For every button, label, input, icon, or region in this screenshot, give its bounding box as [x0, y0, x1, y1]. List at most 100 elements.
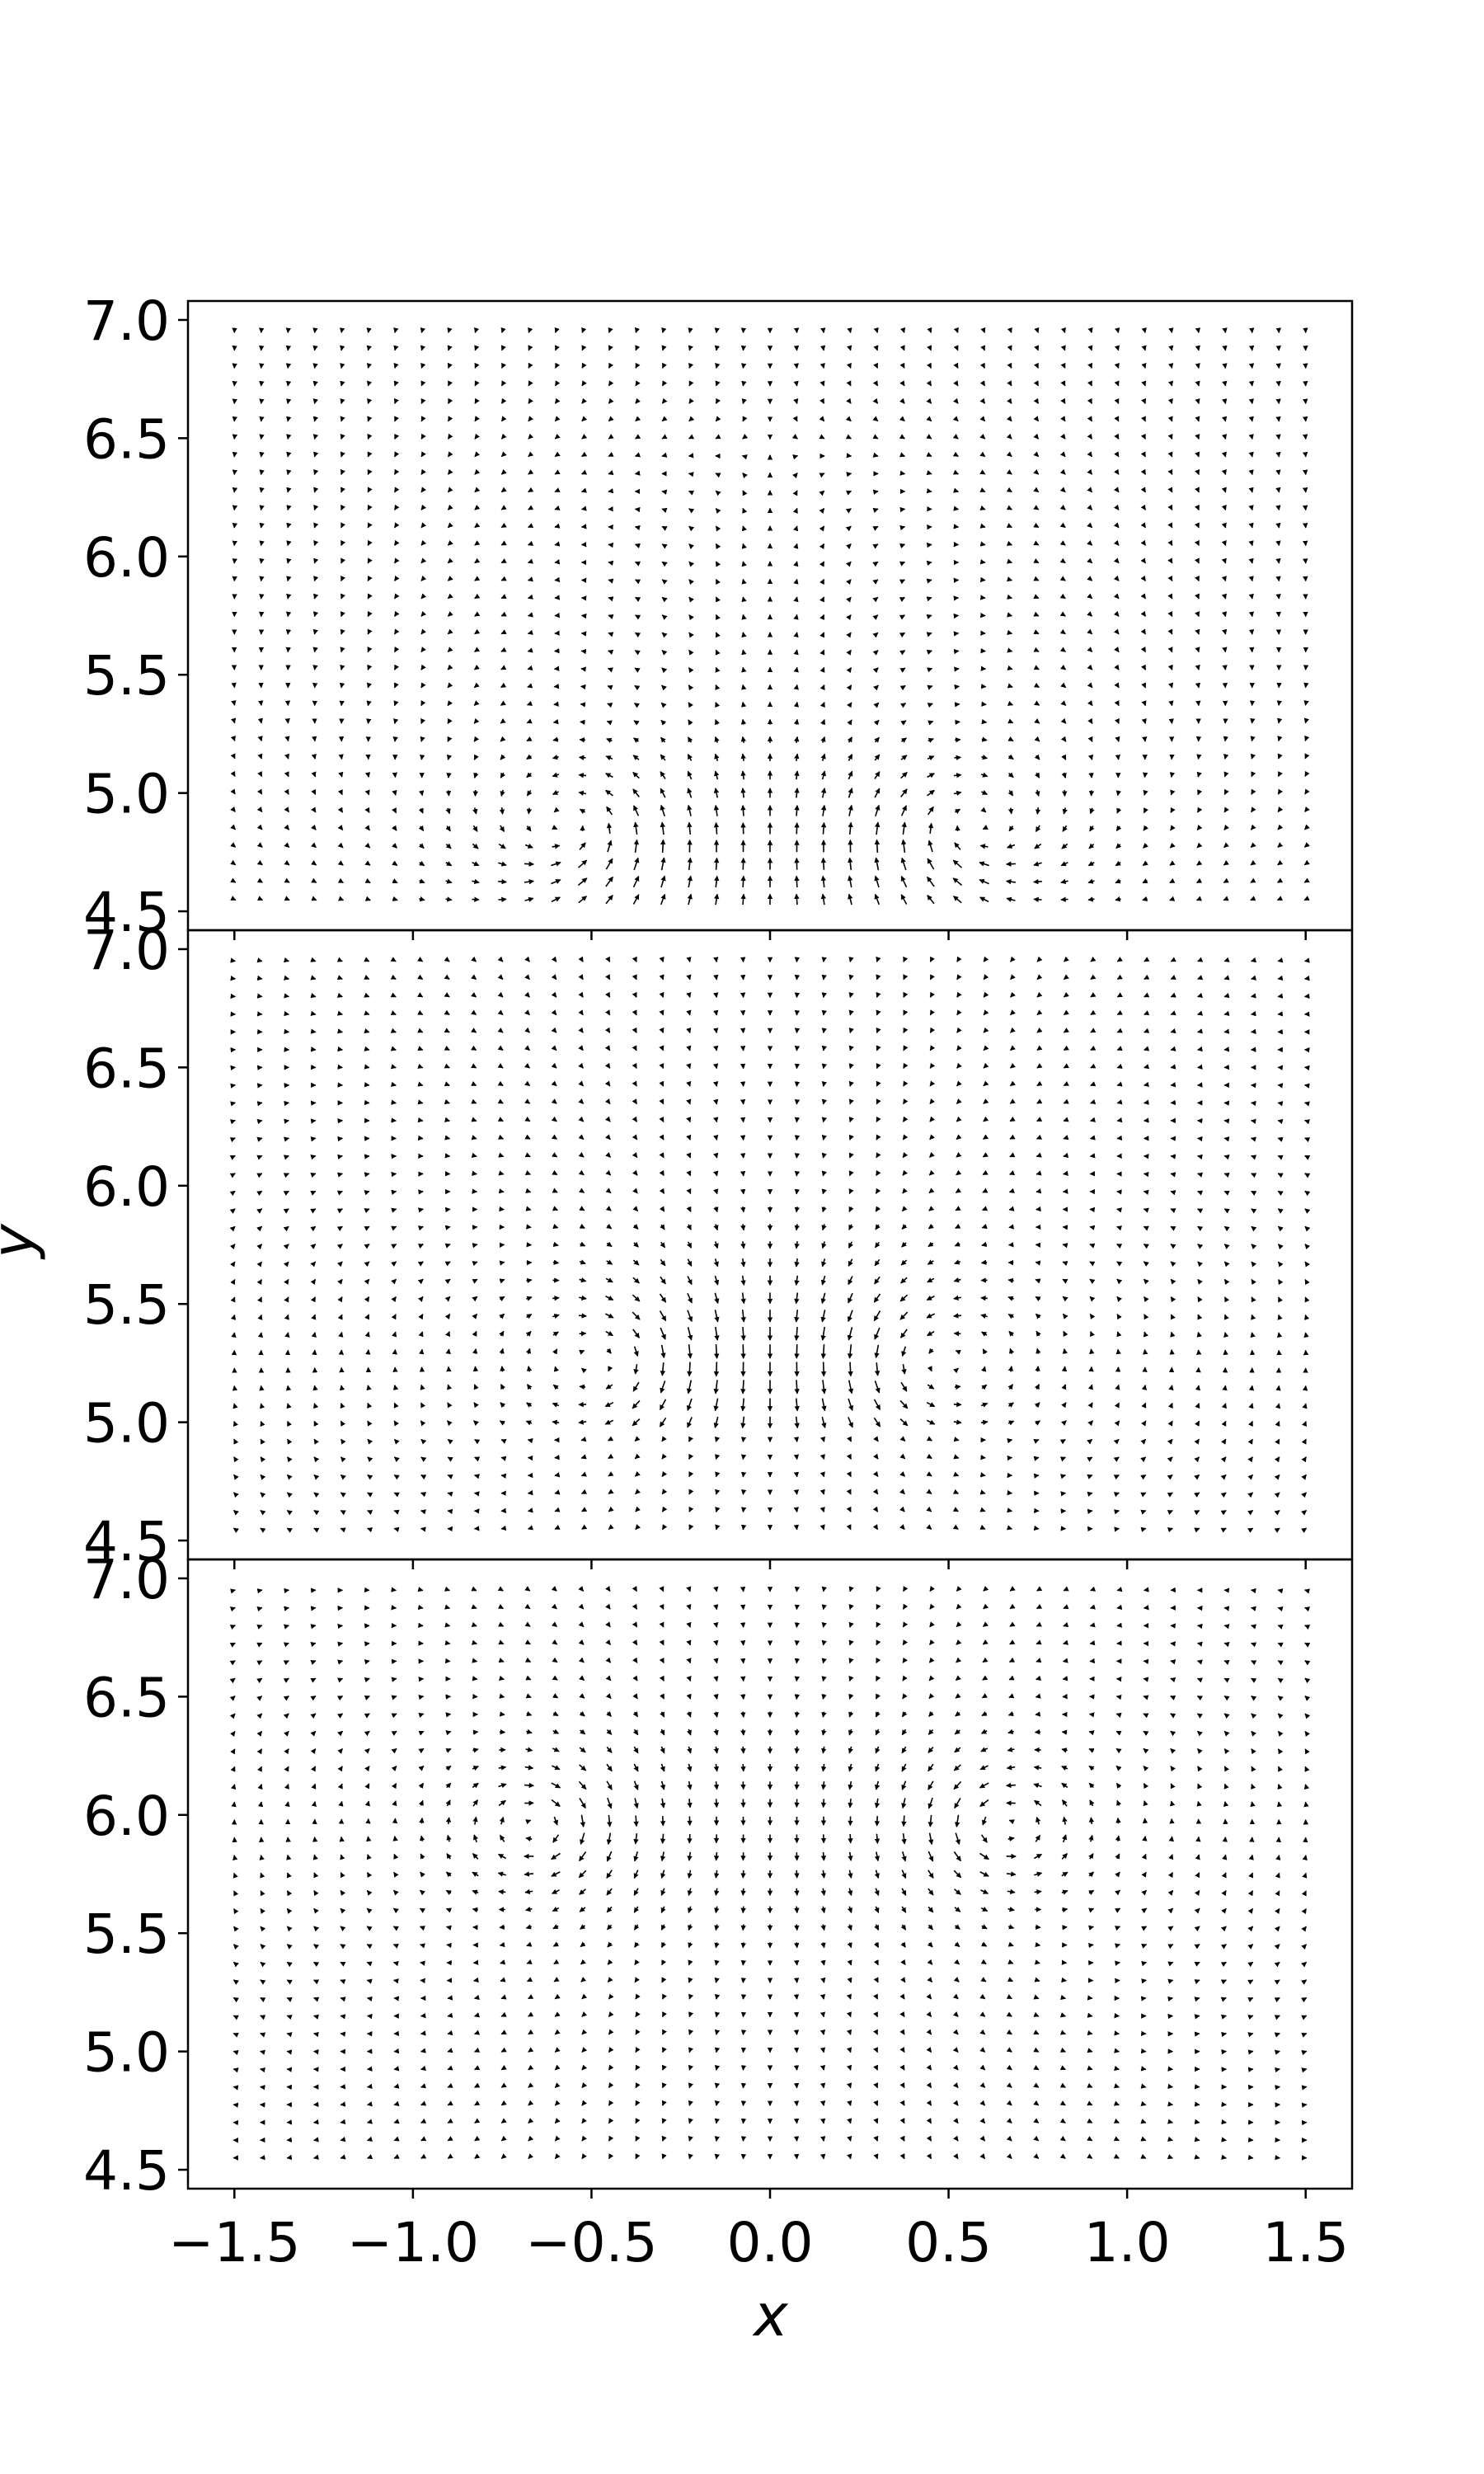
quiver-arrow [793, 1437, 800, 1443]
quiver-arrow [579, 1206, 585, 1211]
quiver-arrow [393, 700, 399, 707]
quiver-arrow [741, 561, 747, 567]
quiver-arrow [1113, 522, 1120, 529]
quiver-arrow [577, 877, 588, 887]
quiver-arrow [393, 1420, 399, 1427]
quiver-arrow [926, 434, 932, 440]
quiver-arrow [578, 1080, 584, 1087]
quiver-arrow [1251, 1748, 1256, 1755]
quiver-arrow [686, 1080, 692, 1087]
quiver-arrow [1033, 1438, 1040, 1444]
quiver-arrow [474, 433, 480, 440]
quiver-arrow [794, 770, 800, 780]
quiver-arrow [417, 1046, 424, 1051]
quiver-arrow [472, 1799, 479, 1807]
quiver-arrow [551, 1098, 557, 1104]
quiver-arrow [526, 1977, 533, 1982]
quiver-arrow [393, 397, 399, 405]
quiver-arrow [260, 1961, 266, 1968]
quiver-arrow [1274, 1926, 1280, 1932]
quiver-arrow [953, 397, 959, 404]
quiver-arrow [1197, 1010, 1204, 1016]
quiver-arrow [1140, 539, 1147, 546]
quiver-arrow [661, 2029, 667, 2035]
quiver-arrow [929, 1621, 935, 1628]
quiver-arrow [1195, 664, 1200, 670]
quiver-arrow [1169, 896, 1176, 901]
quiver-arrow [928, 1851, 934, 1862]
quiver-arrow [982, 1657, 989, 1663]
quiver-arrow [310, 1696, 317, 1701]
quiver-arrow [926, 2047, 932, 2053]
quiver-arrow [229, 1244, 236, 1250]
quiver-arrow [581, 2029, 588, 2035]
quiver-arrow [633, 703, 640, 708]
quiver-arrow [1090, 1586, 1097, 1592]
quiver-arrow [926, 1524, 932, 1530]
quiver-arrow [1087, 878, 1095, 884]
quiver-arrow [899, 543, 906, 548]
quiver-arrow [633, 1924, 640, 1931]
quiver-arrow [1304, 1625, 1311, 1630]
quiver-arrow [740, 1764, 746, 1772]
quiver-arrow [472, 1676, 478, 1681]
quiver-arrow [928, 1797, 933, 1809]
quiver-arrow [1006, 433, 1012, 440]
quiver-arrow [687, 1241, 693, 1249]
quiver-arrow [661, 1524, 668, 1531]
quiver-arrow [1114, 468, 1120, 475]
quiver-arrow [1277, 1677, 1284, 1684]
quiver-arrow [1061, 1402, 1067, 1409]
quiver-arrow [792, 490, 798, 496]
quiver-arrow [230, 896, 237, 901]
quiver-arrow [715, 363, 721, 369]
quiver-arrow [497, 1871, 506, 1877]
quiver-arrow [1141, 1926, 1148, 1931]
quiver-arrow [1035, 807, 1041, 815]
quiver-arrow [472, 1834, 478, 1843]
quiver-arrow [256, 1155, 263, 1160]
quiver-arrow [1113, 1438, 1120, 1445]
quiver-arrow [713, 857, 720, 870]
quiver-arrow [688, 1506, 694, 1512]
quiver-arrow [473, 1384, 479, 1390]
quiver-arrow [578, 1152, 585, 1158]
quiver-arrow [982, 1169, 989, 1176]
quiver-arrow [1196, 825, 1203, 831]
quiver-arrow [688, 397, 694, 404]
quiver-arrow [605, 1693, 612, 1700]
quiver-arrow [660, 1888, 666, 1897]
quiver-arrow [1116, 1244, 1123, 1249]
quiver-arrow [713, 1658, 719, 1664]
quiver-arrow [525, 1747, 533, 1752]
quiver-arrow [1113, 2083, 1120, 2089]
quiver-arrow [607, 1924, 613, 1931]
quiver-arrow [1006, 558, 1013, 564]
quiver-arrow [283, 1190, 289, 1196]
quiver-arrow [284, 736, 290, 742]
quiver-arrow [1220, 1961, 1227, 1968]
quiver-arrow [1223, 1696, 1230, 1701]
quiver-arrow [1006, 2153, 1012, 2160]
quiver-arrow [527, 576, 533, 582]
quiver-arrow [524, 1045, 530, 1051]
quiver-arrow [1142, 736, 1148, 742]
quiver-arrow [794, 1658, 801, 1664]
quiver-arrow [928, 1832, 934, 1846]
quiver-arrow [364, 1278, 370, 1285]
quiver-arrow [419, 1817, 425, 1824]
quiver-arrow [1277, 1783, 1283, 1790]
quiver-arrow [793, 1959, 800, 1966]
quiver-arrow [1008, 1224, 1015, 1230]
x-tick-label: 1.5 [1262, 2211, 1349, 2274]
quiver-arrow [632, 1329, 641, 1338]
quiver-arrow [1194, 539, 1200, 547]
quiver-arrow [1059, 611, 1066, 617]
quiver-arrow [1087, 2136, 1093, 2142]
quiver-arrow [1140, 522, 1147, 529]
quiver-arrow [741, 684, 747, 690]
quiver-arrow [526, 1296, 533, 1301]
quiver-arrow [392, 1331, 397, 1338]
quiver-arrow [846, 632, 852, 638]
quiver-arrow [336, 1010, 343, 1016]
